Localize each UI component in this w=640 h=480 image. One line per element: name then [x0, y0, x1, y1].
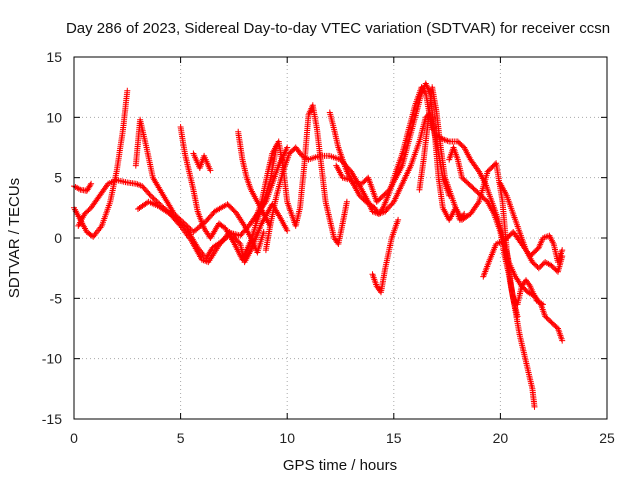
series-track-10: [262, 110, 453, 254]
series-track-19: [501, 247, 546, 308]
x-tick-label: 0: [70, 430, 78, 446]
series-track-13: [369, 216, 402, 296]
x-tick-label: 5: [177, 430, 185, 446]
x-axis-label: GPS time / hours: [283, 457, 397, 474]
y-tick-label: 0: [54, 230, 62, 246]
marker-cluster: [497, 180, 566, 275]
series-track-4: [132, 116, 267, 256]
marker-cluster: [501, 247, 546, 308]
series-track-7: [135, 198, 291, 266]
data-series: [71, 80, 566, 410]
x-tick-label: 25: [599, 430, 615, 446]
y-tick-label: 5: [54, 170, 62, 186]
marker-cluster: [480, 229, 566, 280]
marker-cluster: [135, 198, 291, 266]
series-track-9: [252, 102, 350, 247]
y-tick-label: -10: [42, 351, 62, 367]
y-tick-label: -15: [42, 411, 62, 427]
series-track-17: [480, 229, 566, 280]
x-tick-labels: 0 5 10 15 20 25: [70, 430, 615, 446]
marker-cluster: [262, 110, 453, 254]
x-tick-label: 20: [493, 430, 509, 446]
marker-cluster: [369, 216, 402, 296]
x-tick-label: 15: [386, 430, 402, 446]
marker-cluster: [132, 116, 267, 256]
chart-title: Day 286 of 2023, Sidereal Day-to-day VTE…: [66, 20, 610, 37]
plot-frame: [73, 56, 608, 420]
marker-cluster: [190, 150, 214, 174]
x-tick-label: 10: [279, 430, 295, 446]
series-track-18: [497, 180, 566, 275]
series-track-6: [190, 150, 214, 174]
marker-cluster: [252, 102, 350, 247]
y-tick-label: 10: [46, 109, 62, 125]
y-tick-labels: -15 -10 -5 0 5 10 15: [42, 49, 62, 427]
y-tick-label: 15: [46, 49, 62, 65]
y-tick-label: -5: [50, 290, 63, 306]
y-axis-label: SDTVAR / TECUs: [6, 178, 23, 298]
